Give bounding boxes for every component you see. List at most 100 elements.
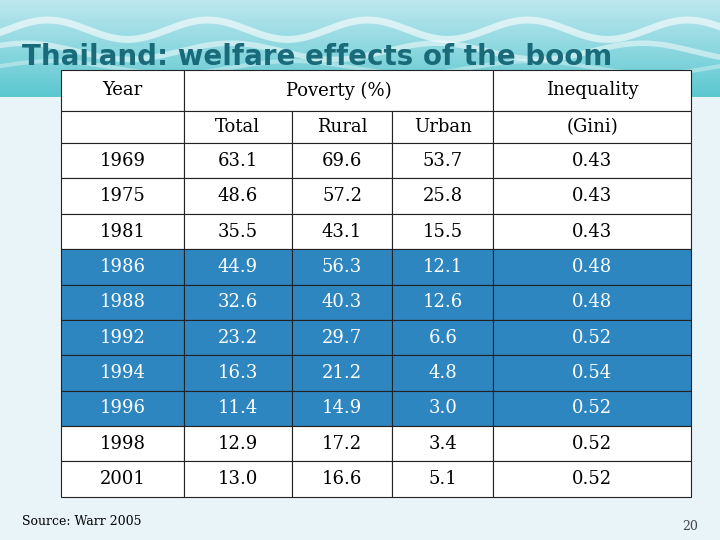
Bar [0, 97, 720, 540]
Bar [61, 143, 184, 178]
Text: 1994: 1994 [99, 364, 145, 382]
Text: 57.2: 57.2 [322, 187, 362, 205]
Text: 56.3: 56.3 [322, 258, 362, 276]
Bar [184, 320, 292, 355]
Text: 63.1: 63.1 [217, 152, 258, 170]
Text: (Gini): (Gini) [567, 118, 618, 136]
Bar [0, 15, 720, 17]
Bar [292, 390, 392, 426]
Text: 5.1: 5.1 [428, 470, 457, 488]
Bar [392, 178, 493, 214]
Text: Thailand: welfare effects of the boom: Thailand: welfare effects of the boom [22, 43, 612, 71]
Bar [0, 73, 720, 76]
Bar [0, 46, 720, 49]
Bar [0, 34, 720, 36]
Bar [0, 0, 720, 2]
Text: 6.6: 6.6 [428, 329, 457, 347]
Text: 40.3: 40.3 [322, 293, 362, 311]
Text: 1988: 1988 [99, 293, 145, 311]
Text: 17.2: 17.2 [322, 435, 362, 453]
Bar [292, 355, 392, 390]
Bar [392, 355, 493, 390]
Bar [184, 143, 292, 178]
Bar [0, 39, 720, 42]
Bar [0, 42, 720, 44]
Bar [493, 70, 691, 111]
Text: 53.7: 53.7 [423, 152, 463, 170]
Bar [61, 111, 184, 143]
Bar [0, 56, 720, 58]
Text: 0.43: 0.43 [572, 187, 612, 205]
Bar [0, 63, 720, 65]
Bar [184, 285, 292, 320]
Text: 43.1: 43.1 [322, 222, 362, 240]
Bar [0, 58, 720, 60]
Bar [493, 390, 691, 426]
Bar [392, 249, 493, 285]
Bar [184, 70, 493, 111]
Bar [0, 19, 720, 22]
Text: 1981: 1981 [99, 222, 145, 240]
Text: 0.52: 0.52 [572, 470, 612, 488]
Bar [0, 80, 720, 83]
Bar [61, 355, 184, 390]
Bar [292, 426, 392, 461]
Bar [292, 249, 392, 285]
Bar [0, 29, 720, 31]
Bar [0, 44, 720, 46]
Bar [493, 249, 691, 285]
Bar [0, 90, 720, 92]
Bar [61, 214, 184, 249]
Bar [493, 214, 691, 249]
Text: 1986: 1986 [99, 258, 145, 276]
Bar [493, 461, 691, 497]
Bar [0, 37, 720, 39]
Bar [61, 390, 184, 426]
Bar [61, 249, 184, 285]
Text: 4.8: 4.8 [428, 364, 457, 382]
Text: 20: 20 [683, 520, 698, 533]
Text: 1969: 1969 [99, 152, 145, 170]
Text: 1992: 1992 [99, 329, 145, 347]
Text: 1975: 1975 [99, 187, 145, 205]
Bar [392, 320, 493, 355]
Text: 12.1: 12.1 [423, 258, 463, 276]
Text: 0.52: 0.52 [572, 435, 612, 453]
Bar [0, 53, 720, 56]
Bar [184, 355, 292, 390]
Text: 16.3: 16.3 [217, 364, 258, 382]
Bar [292, 320, 392, 355]
Bar [292, 111, 392, 143]
Text: 11.4: 11.4 [217, 400, 258, 417]
Bar [61, 461, 184, 497]
Bar [292, 461, 392, 497]
Text: 13.0: 13.0 [217, 470, 258, 488]
Bar [184, 461, 292, 497]
Text: 21.2: 21.2 [322, 364, 362, 382]
Text: Urban: Urban [414, 118, 472, 136]
Text: Rural: Rural [317, 118, 367, 136]
Bar [0, 2, 720, 5]
Bar [0, 5, 720, 8]
Bar [184, 178, 292, 214]
Bar [292, 143, 392, 178]
Text: 12.9: 12.9 [217, 435, 258, 453]
Text: 14.9: 14.9 [322, 400, 362, 417]
Bar [0, 85, 720, 87]
Text: 1996: 1996 [99, 400, 145, 417]
Bar [184, 249, 292, 285]
Text: 29.7: 29.7 [322, 329, 362, 347]
Bar [61, 426, 184, 461]
Text: Poverty (%): Poverty (%) [286, 82, 391, 99]
Bar [493, 320, 691, 355]
Bar [0, 76, 720, 78]
Bar [292, 285, 392, 320]
Bar [0, 49, 720, 51]
Bar [392, 143, 493, 178]
Text: 16.6: 16.6 [322, 470, 362, 488]
Bar [184, 214, 292, 249]
Bar [184, 111, 292, 143]
Text: 69.6: 69.6 [322, 152, 362, 170]
Bar [61, 178, 184, 214]
Text: 2001: 2001 [99, 470, 145, 488]
